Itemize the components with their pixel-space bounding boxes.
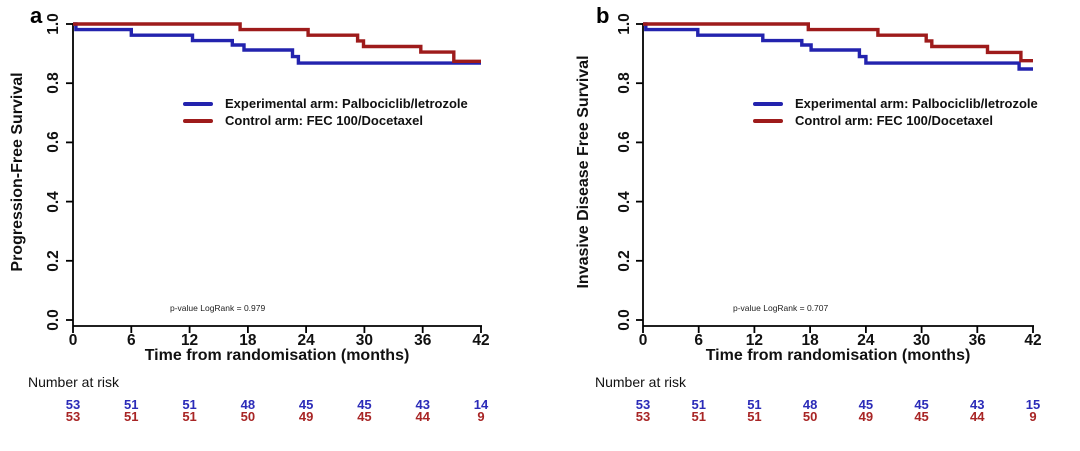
risk-count: 49 — [858, 409, 874, 424]
legend-item-experimental: Experimental arm: Palbociclib/letrozole — [753, 95, 1038, 112]
risk-count: 45 — [858, 397, 874, 412]
risk-count: 9 — [477, 409, 485, 424]
risk-count: 45 — [298, 397, 314, 412]
x-tick-label: 18 — [801, 332, 819, 349]
risk-count: 51 — [182, 409, 197, 424]
panel-label-a: a — [30, 3, 43, 28]
y-tick-label: 0.6 — [616, 131, 633, 154]
control-line-swatch-icon — [183, 118, 213, 123]
risk-count: 51 — [691, 409, 706, 424]
risk-count: 44 — [970, 409, 985, 424]
risk-count: 51 — [747, 409, 762, 424]
x-axis-title: Time from randomisation (months) — [705, 347, 971, 364]
y-axis-title: Progression-Free Survival — [9, 72, 26, 272]
panel-b: b Invasive Disease Free Survival Time fr… — [540, 0, 1080, 451]
experimental-arm-curve — [643, 22, 1033, 71]
y-tick-label: 1.0 — [616, 13, 633, 35]
legend-label-experimental: Experimental arm: Palbociclib/letrozole — [225, 96, 468, 111]
legend-label-control: Control arm: FEC 100/Docetaxel — [225, 113, 423, 128]
legend-item-control: Control arm: FEC 100/Docetaxel — [183, 112, 468, 129]
x-tick-label: 0 — [68, 332, 78, 349]
x-tick-label: 36 — [414, 332, 432, 349]
x-tick-label: 6 — [694, 332, 704, 349]
y-tick-label: 0.4 — [45, 190, 62, 213]
y-tick-label: 0.4 — [616, 190, 633, 213]
risk-count: 43 — [415, 397, 430, 412]
legend-item-control: Control arm: FEC 100/Docetaxel — [753, 112, 1038, 129]
legend: Experimental arm: Palbociclib/letrozole … — [753, 95, 1038, 129]
legend-label-control: Control arm: FEC 100/Docetaxel — [795, 113, 993, 128]
risk-count: 9 — [1029, 409, 1037, 424]
risk-count: 51 — [691, 397, 706, 412]
risk-count: 15 — [1025, 397, 1041, 412]
x-tick-label: 12 — [745, 332, 764, 349]
x-tick-label: 0 — [638, 332, 648, 349]
risk-count: 48 — [240, 397, 256, 412]
y-tick-label: 0.8 — [616, 72, 633, 94]
y-tick-label: 0.6 — [45, 131, 62, 154]
x-tick-label: 30 — [912, 332, 931, 349]
x-tick-label: 24 — [297, 332, 315, 349]
y-tick-label: 0.2 — [45, 250, 62, 272]
risk-count: 44 — [415, 409, 430, 424]
risk-count: 48 — [802, 397, 818, 412]
survival-plot-a — [66, 22, 482, 333]
risk-count: 51 — [747, 397, 762, 412]
control-line-swatch-icon — [753, 118, 783, 123]
number-at-risk-header: Number at risk — [28, 374, 120, 390]
experimental-line-swatch-icon — [183, 101, 213, 106]
x-axis-title: Time from randomisation (months) — [144, 347, 410, 364]
control-arm-curve — [73, 22, 481, 63]
risk-count: 51 — [182, 397, 197, 412]
risk-count: 45 — [914, 409, 929, 424]
y-tick-label: 1.0 — [45, 13, 62, 35]
risk-count: 53 — [65, 397, 81, 412]
x-tick-label: 12 — [180, 332, 199, 349]
risk-count: 45 — [914, 397, 929, 412]
risk-count: 49 — [298, 409, 314, 424]
y-tick-label: 0.2 — [616, 250, 633, 272]
x-tick-label: 42 — [1024, 332, 1042, 349]
risk-count: 45 — [357, 409, 372, 424]
x-tick-label: 36 — [968, 332, 986, 349]
risk-count: 53 — [65, 409, 81, 424]
control-arm-curve — [643, 22, 1033, 63]
risk-count: 53 — [635, 397, 651, 412]
risk-count: 45 — [357, 397, 372, 412]
risk-count: 14 — [473, 397, 489, 412]
risk-count: 51 — [124, 409, 139, 424]
experimental-arm-curve — [73, 22, 481, 65]
pvalue-annotation: p-value LogRank = 0.707 — [733, 303, 829, 313]
panel-label-b: b — [596, 3, 610, 28]
x-tick-label: 6 — [126, 332, 136, 349]
y-tick-label: 0.0 — [616, 309, 633, 331]
legend-item-experimental: Experimental arm: Palbociclib/letrozole — [183, 95, 468, 112]
x-tick-label: 18 — [239, 332, 257, 349]
y-tick-label: 0.0 — [45, 309, 62, 331]
risk-count: 50 — [240, 409, 256, 424]
risk-count: 53 — [635, 409, 651, 424]
risk-count: 43 — [970, 397, 985, 412]
survival-plot-b — [636, 22, 1034, 333]
y-axis-title: Invasive Disease Free Survival — [575, 55, 592, 289]
y-tick-label: 0.8 — [45, 72, 62, 94]
x-tick-label: 24 — [857, 332, 875, 349]
legend-label-experimental: Experimental arm: Palbociclib/letrozole — [795, 96, 1038, 111]
pvalue-annotation: p-value LogRank = 0.979 — [170, 303, 266, 313]
x-tick-label: 30 — [355, 332, 374, 349]
panel-a: a Progression-Free Survival Time from ra… — [9, 3, 490, 424]
risk-count: 50 — [802, 409, 818, 424]
risk-count: 51 — [124, 397, 139, 412]
experimental-line-swatch-icon — [753, 101, 783, 106]
x-tick-label: 42 — [472, 332, 490, 349]
legend: Experimental arm: Palbociclib/letrozole … — [183, 95, 468, 129]
number-at-risk-header: Number at risk — [595, 374, 687, 390]
